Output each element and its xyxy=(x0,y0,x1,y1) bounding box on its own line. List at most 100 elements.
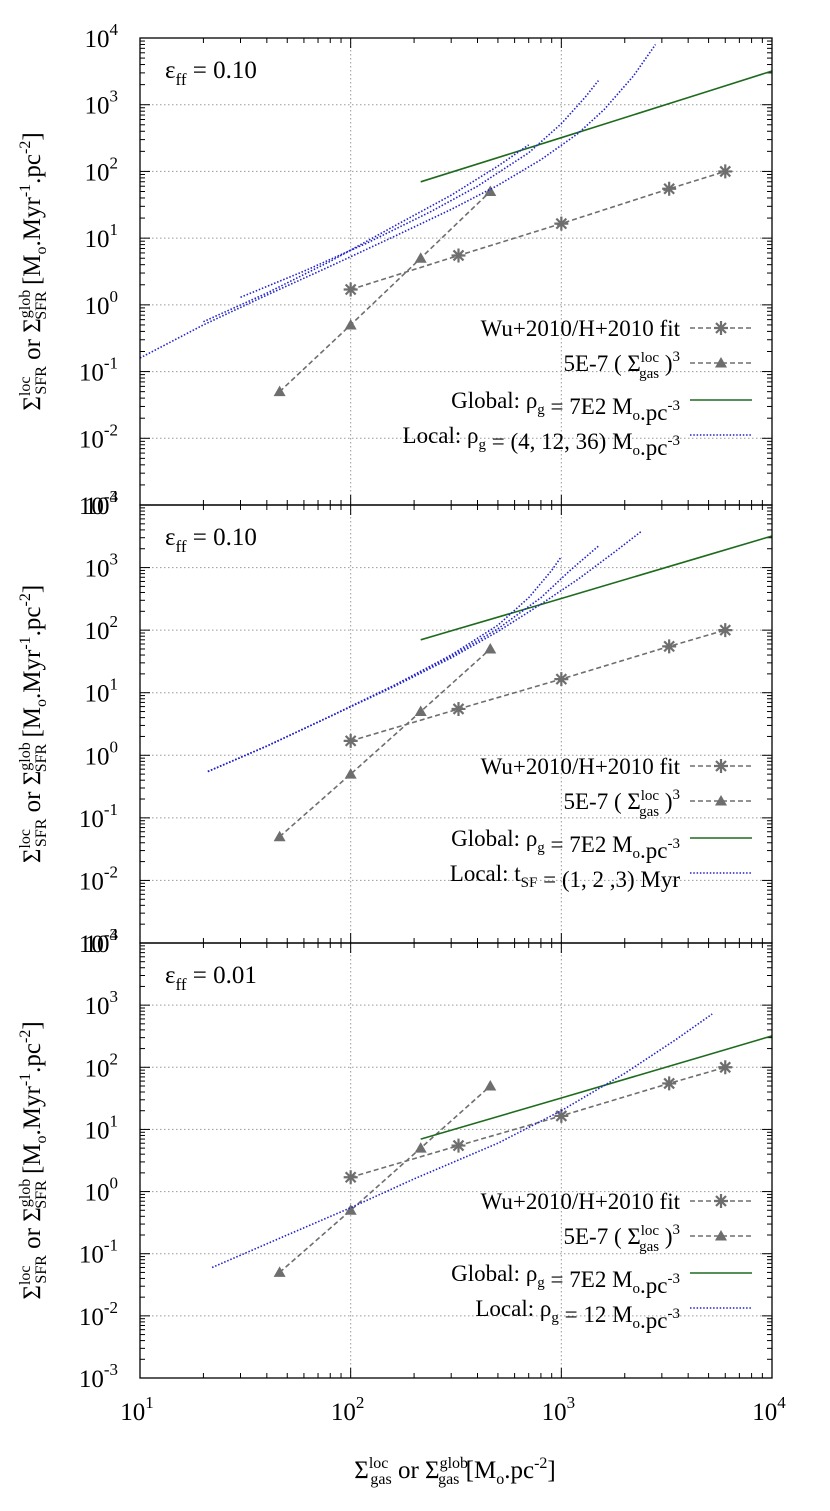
efficiency-annotation: εff = 0.10 xyxy=(165,57,257,89)
chart-panel-3: 10-3 10-2 10-1 100 101 102 103 104 εff = 0.01 Wu+… xyxy=(17,925,773,1393)
wu-fit-point xyxy=(343,733,358,748)
wu-fit-point xyxy=(662,639,677,654)
legend-label: 5E-7 ( Σloc gas )3 xyxy=(563,1222,680,1255)
legend-sample-marker xyxy=(715,795,727,806)
wu-fit-point xyxy=(343,282,358,297)
cubic-law-point xyxy=(484,1079,497,1091)
legend-entry-2: 5E-7 ( Σloc gas )3 xyxy=(563,1222,752,1255)
wu-fit-point xyxy=(554,672,569,687)
y-tick-label: 10-2 xyxy=(79,862,118,895)
legend-entry-1: Wu+2010/H+2010 fit xyxy=(481,1189,752,1214)
y-tick-label: 10-3 xyxy=(79,1360,118,1393)
legend-label: Global: ρg = 7E2 Mo.pc-3 xyxy=(451,388,680,425)
legend-entry-1: Wu+2010/H+2010 fit xyxy=(481,754,752,779)
chart-panel-2: 10-3 10-2 10-1 100 101 102 103 104 εff = 0.10 Wu+… xyxy=(17,487,773,958)
legend-label: 5E-7 ( Σloc gas )3 xyxy=(563,787,680,820)
wu-fit-point xyxy=(451,1138,466,1153)
local-model-curve-2 xyxy=(240,80,600,299)
chart-panel-1: 10-3 10-2 10-1 100 101 102 103 104 εff = 0.10 Wu+… xyxy=(17,20,773,520)
local-model-curve-3 xyxy=(203,144,530,323)
legend-label: Wu+2010/H+2010 fit xyxy=(481,1189,681,1214)
legend-label: Wu+2010/H+2010 fit xyxy=(481,754,681,779)
cubic-law-line xyxy=(279,1085,491,1274)
wu-fit-point xyxy=(662,181,677,196)
y-tick-label: 100 xyxy=(85,287,119,320)
wu-fit-point xyxy=(662,1076,677,1091)
plot-frame xyxy=(139,942,773,1379)
legend-label: Wu+2010/H+2010 fit xyxy=(481,316,681,341)
legend-label: 5E-7 ( Σloc gas )3 xyxy=(563,349,680,382)
cubic-law-point xyxy=(344,318,357,330)
wu-fit-point xyxy=(554,1108,569,1123)
cubic-law-point xyxy=(344,768,357,779)
legend-sample-marker xyxy=(714,759,728,773)
legend-label: Local: ρg = 12 Mo.pc-3 xyxy=(475,1296,680,1333)
y-tick-label: 10-1 xyxy=(79,1236,118,1269)
y-tick-label: 101 xyxy=(85,675,119,708)
y-tick-label: 103 xyxy=(85,87,119,120)
wu-fit-point xyxy=(718,1060,733,1075)
y-tick-label: 10-1 xyxy=(79,354,118,387)
y-tick-label: 10-2 xyxy=(79,1298,118,1331)
efficiency-annotation: εff = 0.10 xyxy=(165,524,257,556)
legend-sample-marker xyxy=(715,357,727,368)
cubic-law-point xyxy=(484,642,497,654)
cubic-law-point xyxy=(273,385,286,397)
y-tick-label: 101 xyxy=(85,220,119,253)
cubic-law-point xyxy=(273,830,286,842)
legend-label: Global: ρg = 7E2 Mo.pc-3 xyxy=(451,826,680,863)
y-tick-label: 104 xyxy=(85,20,119,53)
cubic-law-point xyxy=(273,1266,286,1277)
y-tick-label: 103 xyxy=(85,987,119,1020)
x-tick-label: 104 xyxy=(752,1393,786,1426)
wu-fit-point xyxy=(554,216,569,231)
local-model-curve-3 xyxy=(207,530,642,773)
y-tick-label: 104 xyxy=(85,487,119,520)
series-group xyxy=(211,1013,772,1277)
legend-entry-2: 5E-7 ( Σloc gas )3 xyxy=(563,349,752,382)
y-tick-label: 102 xyxy=(85,153,119,186)
y-tick-label: 100 xyxy=(85,737,119,770)
legend-sample-marker xyxy=(714,321,728,335)
wu-fit-point xyxy=(451,248,466,263)
legend-entry-2: 5E-7 ( Σloc gas )3 xyxy=(563,787,752,820)
y-tick-label: 100 xyxy=(85,1174,119,1207)
local-model-curve-1 xyxy=(211,1013,713,1269)
x-tick-label: 103 xyxy=(542,1393,576,1426)
y-tick-label: 104 xyxy=(85,925,119,958)
legend-entry-4: Local: tSF = (1, 2 ,3) Myr xyxy=(450,861,752,892)
cubic-law-point xyxy=(414,1142,427,1153)
y-axis-label: ΣlocSFR or ΣglobSFR [Mo.Myr-1.pc-2] xyxy=(17,132,50,410)
x-axis-label: Σloc gas or Σglob gas [Mo.pc-2] xyxy=(354,1455,555,1488)
cubic-law-point xyxy=(414,705,427,717)
cubic-law-point xyxy=(484,185,497,197)
legend-entry-4: Local: ρg = (4, 12, 36) Mo.pc-3 xyxy=(403,423,752,460)
legend-label: Local: ρg = (4, 12, 36) Mo.pc-3 xyxy=(403,423,680,460)
legend-entry-3: Global: ρg = 7E2 Mo.pc-3 xyxy=(451,388,752,425)
wu-fit-point xyxy=(451,701,466,716)
legend-label: Local: tSF = (1, 2 ,3) Myr xyxy=(450,861,681,892)
y-tick-label: 102 xyxy=(85,1049,119,1082)
x-tick-label: 102 xyxy=(331,1393,365,1426)
wu-fit-point xyxy=(718,164,733,179)
y-tick-label: 10-1 xyxy=(79,800,118,833)
cubic-law-point xyxy=(344,1204,357,1215)
global-model-line xyxy=(420,535,772,641)
y-axis-label: ΣlocSFR or ΣglobSFR [Mo.Myr-1.pc-2] xyxy=(17,585,50,863)
series-group xyxy=(140,44,772,397)
x-tick-label: 101 xyxy=(120,1393,154,1426)
legend-entry-1: Wu+2010/H+2010 fit xyxy=(481,316,752,341)
legend-entry-3: Global: ρg = 7E2 Mo.pc-3 xyxy=(451,1261,752,1298)
global-model-line xyxy=(420,1035,772,1140)
global-model-line xyxy=(420,70,772,183)
y-tick-label: 10-3 xyxy=(79,925,118,958)
wu-fit-point xyxy=(343,1170,358,1185)
local-model-curve-2 xyxy=(207,545,599,773)
y-tick-label: 102 xyxy=(85,612,119,645)
y-axis-label: ΣlocSFR or ΣglobSFR [Mo.Myr-1.pc-2] xyxy=(17,1021,50,1299)
y-tick-label: 10-2 xyxy=(79,420,118,453)
legend-entry-4: Local: ρg = 12 Mo.pc-3 xyxy=(475,1296,752,1333)
wu-fit-point xyxy=(718,623,733,638)
